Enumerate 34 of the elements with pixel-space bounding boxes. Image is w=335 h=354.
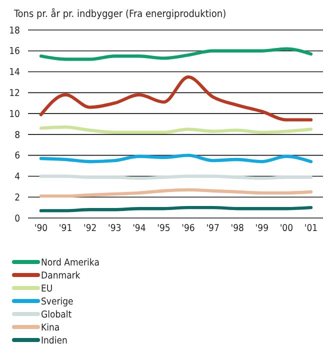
y-tick-label: 16: [9, 46, 20, 58]
legend-label: Nord Amerika: [41, 257, 100, 268]
legend-label: Kina: [41, 322, 60, 334]
y-tick-label: 18: [9, 25, 20, 36]
line-series: [39, 75, 313, 122]
legend-label: Sverige: [41, 296, 74, 308]
legend-label: Globalt: [41, 309, 72, 320]
y-tick-label: 12: [9, 88, 20, 99]
line-series: [39, 47, 313, 61]
x-tick-label: '01: [304, 223, 318, 234]
x-tick-label: '00: [280, 223, 294, 234]
legend-label: Indien: [41, 335, 68, 346]
y-tick-label: 4: [14, 172, 20, 183]
y-tick-label: 10: [9, 108, 20, 120]
x-tick-label: '91: [58, 223, 72, 234]
y-tick-label: 8: [14, 130, 20, 141]
x-tick-label: '95: [157, 223, 170, 234]
x-tick-label: '96: [182, 223, 195, 234]
line-series: [39, 154, 313, 164]
x-tick-label: '92: [83, 223, 97, 234]
y-tick-label: 6: [14, 150, 20, 162]
legend-label: Danmark: [41, 270, 80, 282]
chart-title: Tons pr. år pr. indbygger (Fra energiproduktion): [13, 8, 226, 20]
y-tick-label: 0: [14, 213, 20, 224]
line-series: [39, 188, 313, 198]
x-tick-label: '94: [132, 223, 146, 234]
y-tick-label: 2: [14, 192, 20, 204]
legend-label: EU: [41, 283, 53, 294]
x-tick-label: '99: [255, 223, 269, 234]
y-tick-label: 14: [9, 67, 20, 78]
x-tick-label: '90: [34, 223, 48, 234]
x-tick-label: '93: [108, 223, 122, 234]
x-tick-label: '98: [230, 223, 244, 234]
x-tick-label: '97: [206, 223, 220, 234]
